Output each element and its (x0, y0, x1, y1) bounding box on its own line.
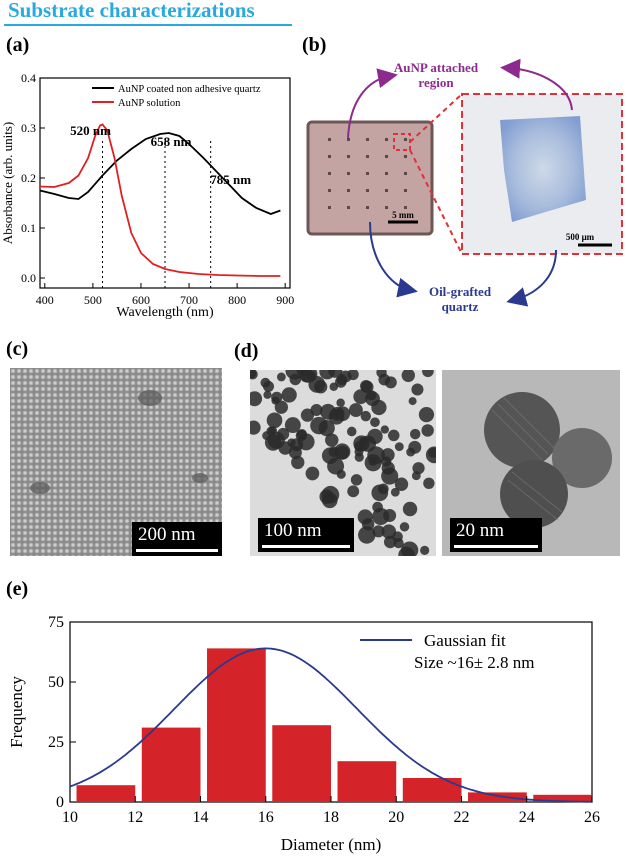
uv-vis-x-tick-label: 400 (36, 293, 54, 307)
histogram-y-axis-label: Frequency (7, 676, 26, 748)
nanoparticle-spot-array (328, 138, 407, 209)
uv-vis-y-tick-label: 0.0 (21, 271, 36, 285)
panel-label-d: (d) (234, 340, 259, 362)
panel-label-a: (a) (6, 34, 30, 56)
tem-image-low-mag: 100 nm (250, 370, 436, 556)
histogram-x-tick-label: 20 (388, 809, 404, 826)
gaussian-fit-curve (69, 647, 592, 803)
heading-underline (4, 24, 292, 26)
uv-vis-peak-label: 785 nm (210, 172, 251, 187)
sem-image: 200 nm (10, 368, 222, 556)
histogram-bar (468, 792, 527, 802)
au-attached-region-label: AuNP attached region (394, 60, 479, 90)
figure-heading: Substrate characterizations (8, 0, 255, 22)
uv-vis-series-1 (39, 123, 281, 277)
panel-label-e: (e) (6, 578, 29, 600)
tem-scale-label-left: 100 nm (264, 520, 322, 541)
au-spot-region (500, 116, 586, 222)
uv-vis-y-axis-label: Absorbance (arb. units) (0, 122, 15, 244)
uv-vis-legend-label: AuNP coated non adhesive quartz (118, 84, 261, 95)
scale-label-small: 5 mm (392, 210, 414, 220)
tem-scale-line-right (454, 545, 538, 548)
zoom-line-top (409, 93, 463, 143)
tem-image-high-mag: 20 nm (442, 370, 620, 556)
oil-grafted-quartz-label: Oil-grafted quartz (429, 284, 492, 314)
histogram-bar (141, 727, 201, 802)
sem-scale-label: 200 nm (138, 524, 196, 545)
zoom-line-bottom (409, 149, 463, 255)
substrate-photo-panel: 5 mm 500 μm AuNP attached region Oil-graf… (306, 58, 623, 314)
uv-vis-x-axis-label: Wavelength (nm) (116, 305, 214, 320)
histogram-bar (533, 794, 592, 802)
uv-vis-x-tick-label: 900 (276, 293, 294, 307)
size-histogram-chart: 10 12 14 16 18 20 22 24 26 0 25 50 75 Gaussian fit Si… (7, 614, 600, 854)
histogram-bar (272, 725, 331, 802)
scale-label-large: 500 μm (566, 232, 595, 242)
histogram-bar (207, 648, 266, 802)
histogram-x-tick-label: 16 (258, 809, 274, 826)
histogram-x-tick-label: 24 (519, 809, 535, 826)
arrow-from-magnified-bottom (506, 249, 557, 307)
sem-scale-line (136, 549, 218, 552)
uv-vis-y-tick-label: 0.1 (21, 221, 36, 235)
histogram-x-tick-label: 22 (454, 809, 470, 826)
uv-vis-y-tick-label: 0.3 (21, 121, 36, 135)
histogram-y-tick-label: 0 (56, 794, 64, 811)
gaussian-fit-legend-label: Gaussian fit (424, 631, 506, 650)
uv-vis-x-tick-label: 500 (84, 293, 102, 307)
histogram-x-tick-label: 10 (62, 809, 78, 826)
uv-vis-peak-label: 658 nm (151, 134, 192, 149)
tem-scale-bar-left: 100 nm (258, 518, 354, 552)
size-summary-label: Size ~16± 2.8 nm (414, 653, 535, 672)
histogram-x-tick-label: 14 (193, 809, 209, 826)
uv-vis-y-tick-label: 0.4 (21, 71, 36, 85)
uv-vis-x-tick-label: 700 (180, 293, 198, 307)
histogram-y-tick-label: 25 (48, 734, 64, 751)
uv-vis-chart: 400 500 600 700 800 900 0.0 0.1 0.2 0.3 0.4 520 nm… (0, 71, 294, 320)
uv-vis-x-tick-label: 800 (228, 293, 246, 307)
histogram-bar (76, 785, 136, 802)
uv-vis-series-0 (39, 132, 281, 215)
histogram-x-axis-label: Diameter (nm) (281, 835, 382, 854)
sem-scale-bar: 200 nm (132, 522, 222, 556)
uv-vis-peak-label: 520 nm (70, 123, 111, 138)
panel-label-b: (b) (302, 34, 327, 56)
uv-vis-y-tick-label: 0.2 (21, 171, 36, 185)
uv-vis-x-tick-label: 600 (132, 293, 150, 307)
histogram-x-tick-label: 18 (323, 809, 339, 826)
histogram-x-tick-label: 26 (584, 809, 600, 826)
histogram-y-tick-label: 75 (48, 614, 64, 631)
histogram-bar (337, 761, 397, 802)
tem-scale-line-left (262, 545, 350, 548)
tem-scale-bar-right: 20 nm (450, 518, 542, 552)
arrow-to-attached-region (347, 68, 398, 139)
tem-scale-label-right: 20 nm (456, 520, 505, 541)
arrow-from-magnified-top (500, 58, 573, 111)
panel-label-c: (c) (6, 338, 29, 360)
histogram-bar (402, 778, 462, 802)
arrow-to-oil-grafted (369, 221, 418, 298)
histogram-y-tick-label: 50 (48, 674, 64, 691)
histogram-x-tick-label: 12 (127, 809, 143, 826)
uv-vis-legend-label: AuNP solution (118, 98, 181, 109)
